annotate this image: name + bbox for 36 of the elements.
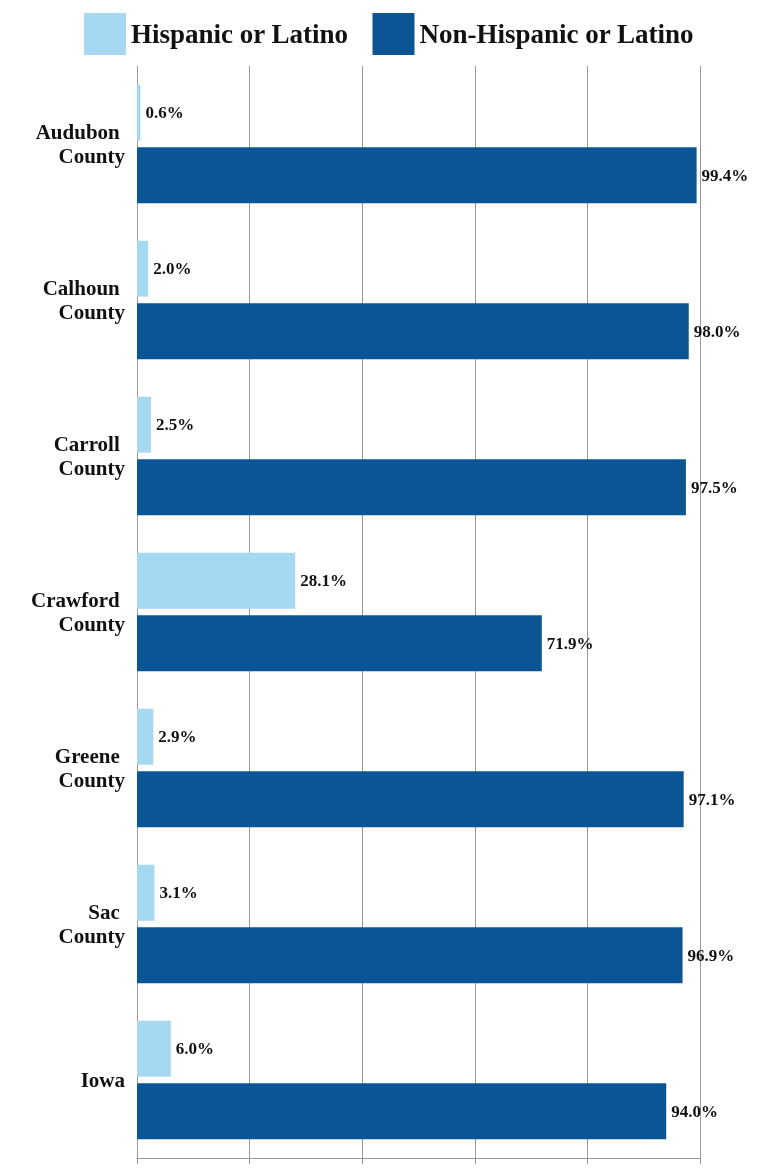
- bar: [137, 303, 689, 360]
- bar: [137, 240, 149, 297]
- data-label: 98.0%: [693, 321, 741, 341]
- y-tick-label: Carroll County: [53, 432, 126, 480]
- data-label: 3.1%: [159, 883, 198, 903]
- y-tick-label: Crawford County: [31, 588, 126, 636]
- data-label: 97.1%: [688, 789, 736, 809]
- bar: [137, 396, 152, 453]
- y-tick-label: Iowa: [80, 1068, 126, 1092]
- data-label: 96.9%: [687, 945, 735, 965]
- bar: [137, 708, 154, 765]
- y-tick-label: Audubon County: [35, 120, 126, 168]
- bar: [137, 927, 683, 984]
- bar: [137, 552, 296, 609]
- bar: [137, 771, 684, 828]
- data-label: 2.0%: [153, 259, 192, 279]
- bar: [137, 615, 542, 672]
- data-label: 99.4%: [701, 165, 749, 185]
- data-label: 2.9%: [158, 727, 197, 747]
- y-tick-label: Sac County: [58, 900, 126, 948]
- bar: [137, 1083, 667, 1140]
- bar: [137, 459, 686, 516]
- bar: [137, 1020, 171, 1077]
- legend-label: Hispanic or Latino: [130, 19, 349, 49]
- data-label: 0.6%: [145, 103, 184, 123]
- bar: [137, 864, 155, 921]
- data-label: 94.0%: [671, 1101, 718, 1121]
- y-tick-label: Calhoun County: [42, 276, 126, 324]
- data-label: 28.1%: [300, 571, 347, 591]
- legend-label: Non-Hispanic or Latino: [419, 19, 694, 49]
- data-label: 71.9%: [546, 633, 594, 653]
- data-label: 6.0%: [175, 1039, 215, 1059]
- y-tick-label: Greene County: [54, 744, 126, 792]
- data-label: 97.5%: [690, 477, 738, 497]
- bar: [137, 147, 697, 204]
- data-label: 2.5%: [156, 415, 195, 435]
